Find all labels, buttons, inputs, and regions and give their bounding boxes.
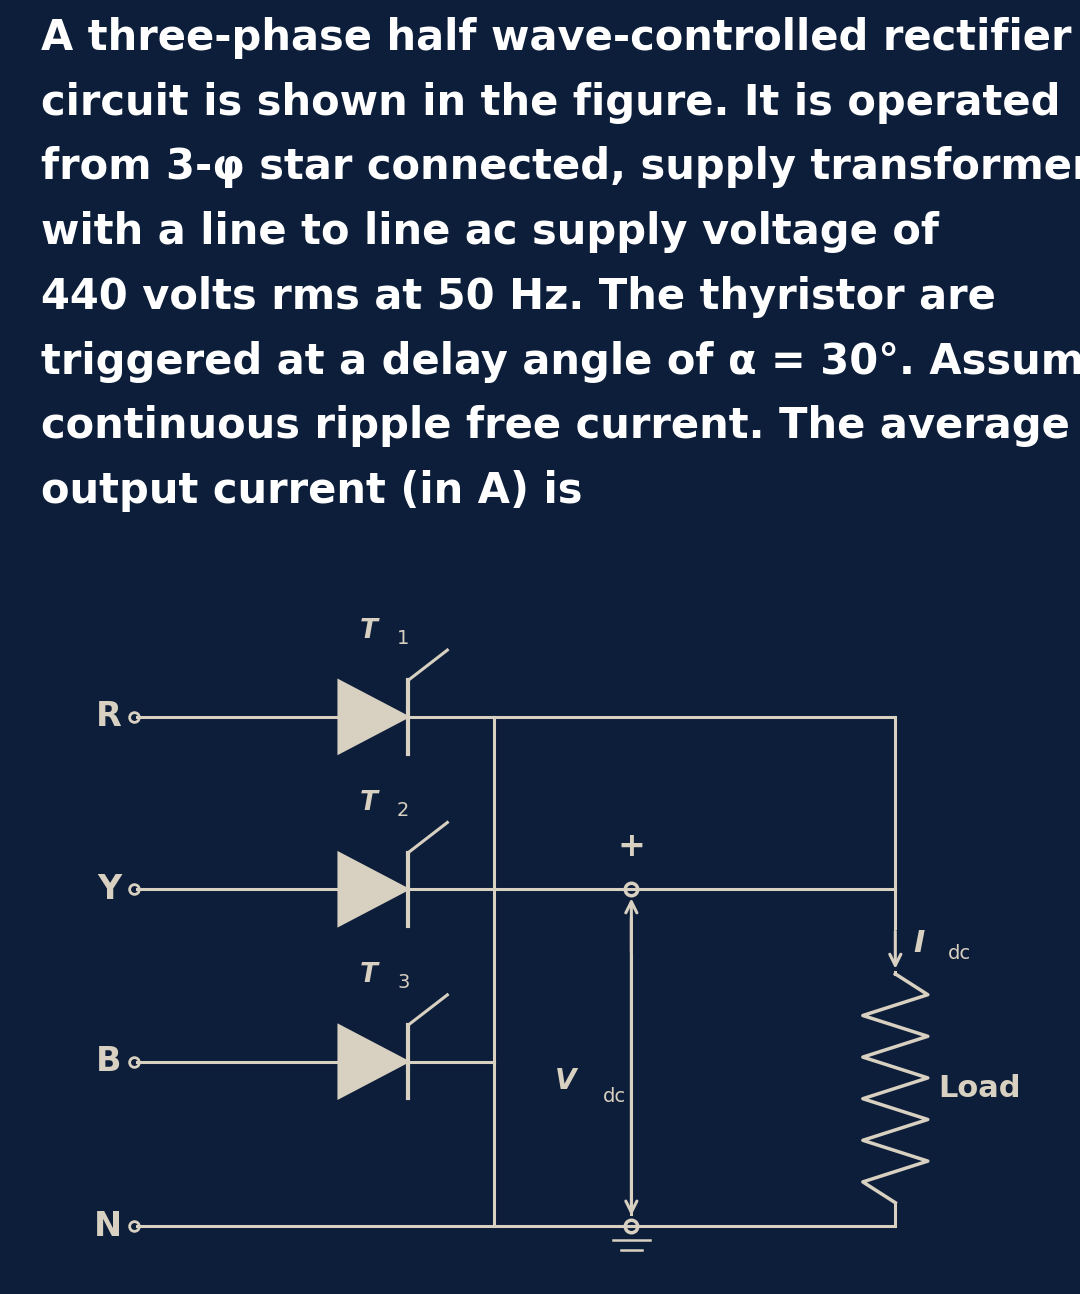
Text: Y: Y <box>97 872 122 906</box>
Text: V: V <box>555 1068 576 1095</box>
Text: dc: dc <box>948 945 971 964</box>
Text: N: N <box>94 1210 122 1242</box>
Polygon shape <box>338 1025 408 1099</box>
Text: 3: 3 <box>397 973 409 992</box>
Text: A three-phase half wave-controlled rectifier: A three-phase half wave-controlled recti… <box>41 17 1071 60</box>
Text: T: T <box>361 617 378 643</box>
Text: +: + <box>618 829 646 863</box>
Text: 2: 2 <box>397 801 409 820</box>
Text: T: T <box>361 963 378 989</box>
Polygon shape <box>338 681 408 753</box>
Text: dc: dc <box>603 1087 626 1106</box>
Text: output current (in A) is: output current (in A) is <box>41 470 582 512</box>
Text: continuous ripple free current. The average: continuous ripple free current. The aver… <box>41 405 1070 448</box>
Text: Load: Load <box>937 1074 1021 1102</box>
Text: circuit is shown in the figure. It is operated: circuit is shown in the figure. It is op… <box>41 82 1061 124</box>
Text: with a line to line ac supply voltage of: with a line to line ac supply voltage of <box>41 211 939 254</box>
Text: R: R <box>96 700 122 734</box>
Text: T: T <box>361 791 378 817</box>
Text: from 3-φ star connected, supply transformer: from 3-φ star connected, supply transfor… <box>41 146 1080 189</box>
Text: 1: 1 <box>397 629 409 647</box>
Polygon shape <box>338 853 408 927</box>
Text: triggered at a delay angle of α = 30°. Assume: triggered at a delay angle of α = 30°. A… <box>41 340 1080 383</box>
Text: 440 volts rms at 50 Hz. The thyristor are: 440 volts rms at 50 Hz. The thyristor ar… <box>41 276 996 318</box>
Text: B: B <box>96 1046 122 1078</box>
Text: I: I <box>914 929 924 959</box>
